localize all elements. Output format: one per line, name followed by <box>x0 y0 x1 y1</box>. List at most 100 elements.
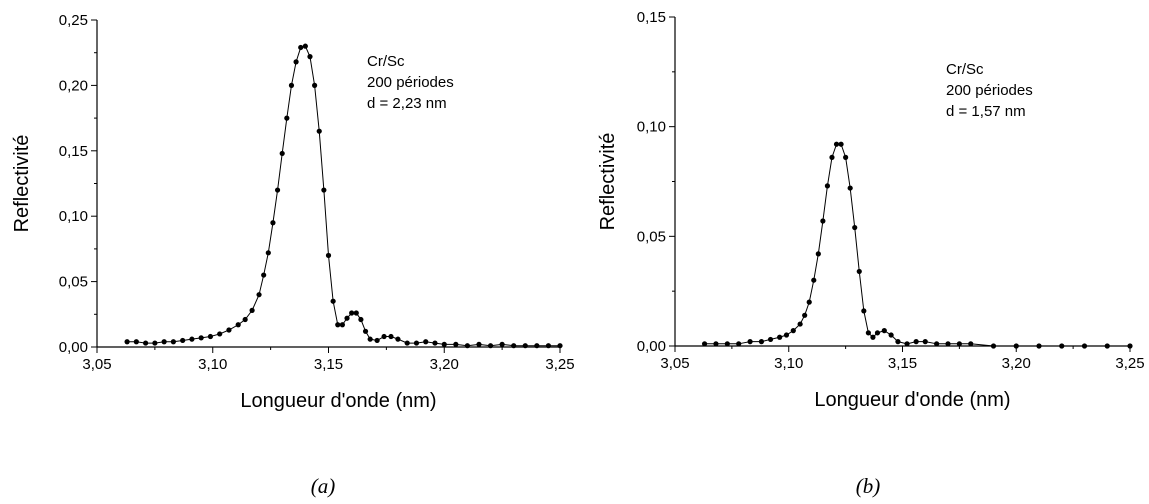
x-axis-label: Longueur d'onde (nm) <box>814 389 1010 411</box>
x-tick-label: 3,05 <box>82 356 111 373</box>
data-point <box>557 343 563 349</box>
data-point <box>279 150 285 157</box>
data-point <box>777 334 783 340</box>
data-point <box>838 141 844 147</box>
data-point <box>298 44 304 51</box>
data-point <box>464 343 470 349</box>
data-point <box>1127 343 1133 349</box>
data-point <box>307 54 313 60</box>
data-point <box>161 339 167 345</box>
y-tick-label: 0,10 <box>637 119 666 136</box>
y-tick-label: 0,05 <box>59 274 88 291</box>
data-point <box>441 341 447 347</box>
data-point <box>811 277 817 283</box>
data-point <box>335 322 341 328</box>
data-point <box>881 328 887 334</box>
data-point <box>934 341 940 347</box>
data-point <box>293 59 299 65</box>
annotation-line: Cr/Sc <box>946 61 984 78</box>
x-tick-label: 3,20 <box>430 356 459 373</box>
data-point <box>180 337 186 344</box>
data-point <box>758 339 765 345</box>
x-tick-label: 3,10 <box>198 356 227 373</box>
panel-caption: (a) <box>311 474 336 498</box>
data-point <box>487 343 494 349</box>
annotation-line: 200 périodes <box>367 74 454 91</box>
data-point <box>349 310 355 316</box>
data-point <box>783 332 790 338</box>
data-point <box>968 341 974 347</box>
data-point <box>124 339 130 345</box>
data-point <box>207 333 214 340</box>
data-point <box>534 343 540 349</box>
data-point <box>956 341 962 347</box>
data-point <box>388 333 394 340</box>
data-point <box>312 82 318 88</box>
data-point <box>990 343 997 349</box>
data-point <box>330 298 336 304</box>
data-point <box>226 327 232 333</box>
y-tick-label: 0,25 <box>59 12 88 29</box>
series-line <box>127 45 560 347</box>
data-point <box>736 341 742 347</box>
data-point <box>895 339 901 345</box>
data-point <box>476 341 482 347</box>
data-point <box>861 308 867 314</box>
data-point <box>824 183 831 189</box>
data-point <box>321 187 327 193</box>
y-tick-label: 0,20 <box>59 77 88 94</box>
data-point <box>865 330 871 336</box>
data-point <box>242 316 248 323</box>
data-point <box>404 340 410 346</box>
data-point <box>316 128 322 134</box>
annotation-line: d = 2,23 nm <box>367 95 447 112</box>
data-point <box>344 315 350 321</box>
y-tick-label: 0,05 <box>637 228 666 245</box>
data-point <box>339 322 345 328</box>
data-point <box>358 316 364 323</box>
panel-caption: (b) <box>856 474 881 498</box>
data-point <box>1059 343 1065 349</box>
data-point <box>847 185 853 191</box>
y-tick-label: 0,15 <box>59 143 88 160</box>
data-point <box>170 339 176 345</box>
x-tick-label: 3,10 <box>774 355 803 372</box>
data-point <box>790 328 796 334</box>
data-point <box>922 339 928 345</box>
data-point <box>133 339 139 345</box>
data-point <box>249 307 255 313</box>
data-point <box>374 337 380 344</box>
data-point <box>1036 343 1042 349</box>
data-point <box>381 333 387 340</box>
x-axis-label: Longueur d'onde (nm) <box>240 390 436 412</box>
data-point <box>367 336 373 342</box>
data-point <box>353 310 359 316</box>
data-point <box>945 341 951 347</box>
data-point <box>829 154 835 160</box>
annotation-line: d = 1,57 nm <box>946 103 1026 120</box>
data-point <box>820 218 826 224</box>
x-tick-label: 3,15 <box>888 355 917 372</box>
data-point <box>198 335 204 341</box>
data-point <box>522 343 528 349</box>
series-line <box>704 143 1130 347</box>
data-point <box>235 322 241 328</box>
chart-panel-1: 3,05 3,10 3,15 3,20 3,25 0,00 0,05 0,10 0,15 0,20… <box>11 12 575 498</box>
data-point <box>701 341 708 347</box>
data-point <box>852 224 858 231</box>
data-point <box>806 299 812 305</box>
data-point <box>362 328 369 334</box>
data-point <box>797 321 803 327</box>
data-point <box>453 341 459 347</box>
x-tick-label: 3,25 <box>1115 355 1144 372</box>
data-point <box>288 82 295 88</box>
y-tick-label: 0,15 <box>637 9 666 26</box>
data-point <box>325 252 332 259</box>
annotation-line: Cr/Sc <box>367 53 405 70</box>
data-point <box>1104 343 1110 349</box>
data-point <box>499 341 505 347</box>
data-point <box>874 330 881 336</box>
data-point <box>511 343 517 349</box>
y-tick-label: 0,00 <box>59 339 88 356</box>
